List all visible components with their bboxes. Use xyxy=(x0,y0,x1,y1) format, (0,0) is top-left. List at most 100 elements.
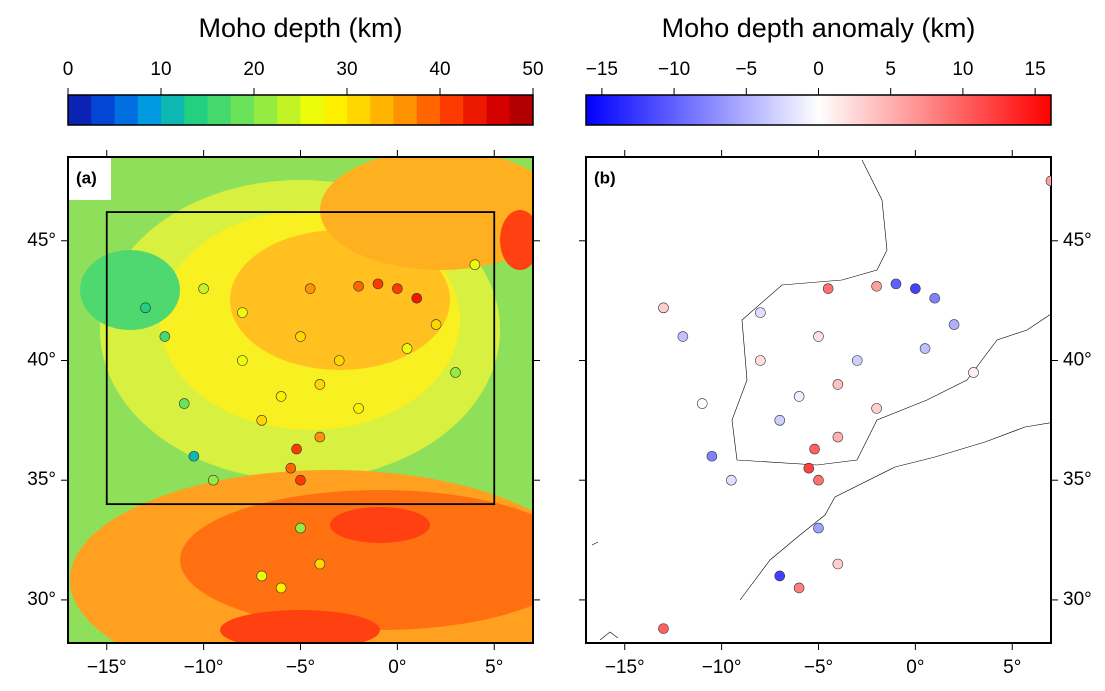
colorbar-segment xyxy=(1021,95,1026,125)
colorbar-segment xyxy=(876,95,881,125)
colorbar-segment xyxy=(856,95,860,125)
colorbar-segment xyxy=(1013,95,1017,125)
colorbar-segment xyxy=(830,95,834,125)
colorbar-segment xyxy=(801,95,805,125)
station xyxy=(450,367,461,378)
station xyxy=(871,280,882,292)
colorbar-segment xyxy=(1024,95,1029,125)
colorbar-segment xyxy=(937,95,942,125)
x-tick-label: −15° xyxy=(87,657,127,678)
colorbar-tick-label: 15 xyxy=(1025,59,1046,80)
colorbar-segment xyxy=(606,95,610,125)
colorbar-segment xyxy=(609,95,613,125)
colorbar-segment xyxy=(917,95,921,125)
colorbar-segment xyxy=(664,95,668,125)
station xyxy=(275,582,287,594)
colorbar-segment xyxy=(696,95,700,125)
station xyxy=(295,331,306,342)
colorbar-segment xyxy=(847,95,851,125)
colorbar-segment xyxy=(710,95,715,125)
colorbar-segment xyxy=(955,95,959,125)
colorbar-segment xyxy=(853,95,857,125)
colorbar-segment xyxy=(705,95,709,125)
station xyxy=(256,415,268,426)
colorbar-segment xyxy=(1016,95,1020,125)
station xyxy=(929,292,941,304)
station xyxy=(285,462,297,474)
station xyxy=(237,355,248,366)
stations xyxy=(658,175,1051,634)
station xyxy=(401,343,413,354)
x-tick-label: −15° xyxy=(605,657,645,678)
station xyxy=(813,331,824,342)
colorbar-segment xyxy=(661,95,665,125)
colorbar-segment xyxy=(644,95,648,125)
station xyxy=(658,302,669,314)
colorbar-segment xyxy=(745,95,750,125)
colorbar-segment xyxy=(786,95,790,125)
colorbar-segment xyxy=(594,95,599,125)
colorbar-tick-label: 0 xyxy=(63,59,74,80)
station xyxy=(372,278,384,290)
colorbar-segment xyxy=(844,95,849,125)
colorbar-segment xyxy=(928,95,933,125)
colorbar-segment xyxy=(896,95,901,125)
colorbar-segment xyxy=(161,95,185,125)
colorbar-segment xyxy=(783,95,788,125)
colorbar-segment xyxy=(719,95,724,125)
y-tick-label: 45° xyxy=(27,230,56,251)
y-tick-label: 30° xyxy=(1063,589,1092,610)
colorbar-segment xyxy=(647,95,651,125)
colorbar-segment xyxy=(940,95,944,125)
colorbar-segment xyxy=(748,95,753,125)
colorbar-segment xyxy=(699,95,703,125)
station xyxy=(813,522,824,534)
colorbar-segment xyxy=(1036,95,1040,125)
panel-label: (b) xyxy=(594,168,616,187)
colorbar-segment xyxy=(899,95,904,125)
colorbar-segment xyxy=(679,95,683,125)
colorbar-segment xyxy=(760,95,764,125)
colorbar-segment xyxy=(740,95,744,125)
colorbar-segment xyxy=(763,95,767,125)
colorbar-segment xyxy=(888,95,892,125)
colorbar-segment xyxy=(300,95,325,125)
colorbar-segment xyxy=(629,95,633,125)
coastline xyxy=(591,159,1051,641)
colorbar-segment xyxy=(978,95,982,125)
colorbar-tick-label: 10 xyxy=(150,59,171,80)
colorbar-segment xyxy=(882,95,886,125)
study-box xyxy=(105,211,496,506)
colorbar-segment xyxy=(862,95,866,125)
colorbar-tick-label: 20 xyxy=(243,59,264,80)
colorbar-segment xyxy=(586,95,590,125)
colorbar-segment xyxy=(725,95,729,125)
colorbar-segment xyxy=(708,95,712,125)
colorbar-tick-label: −5 xyxy=(735,59,757,80)
colorbar-segment xyxy=(632,95,636,125)
colorbar-tick-label: 0 xyxy=(813,59,824,80)
colorbar-segment xyxy=(1027,95,1032,125)
colorbar-segment xyxy=(670,95,674,125)
colorbar-tick-label: 50 xyxy=(522,59,543,80)
colorbar-segment xyxy=(824,95,828,125)
colorbar-segment xyxy=(958,95,962,125)
colorbar-segment xyxy=(949,95,953,125)
y-tick-label: 45° xyxy=(1063,230,1092,251)
station xyxy=(188,450,200,462)
colorbar-segment xyxy=(885,95,889,125)
colorbar-segment xyxy=(969,95,974,125)
station xyxy=(314,431,326,443)
colorbar-tick-label: −15 xyxy=(586,59,618,80)
colorbar-segment xyxy=(821,95,825,125)
colorbar-segment xyxy=(920,95,924,125)
colorbar-segment xyxy=(891,95,895,125)
x-tick-label: −5° xyxy=(286,657,315,678)
colorbar-segment xyxy=(835,95,840,125)
colorbar-segment xyxy=(591,95,596,125)
station xyxy=(809,443,820,455)
colorbar-segment xyxy=(393,95,418,125)
colorbar-segment xyxy=(1030,95,1035,125)
colorbar-segment xyxy=(1033,95,1037,125)
